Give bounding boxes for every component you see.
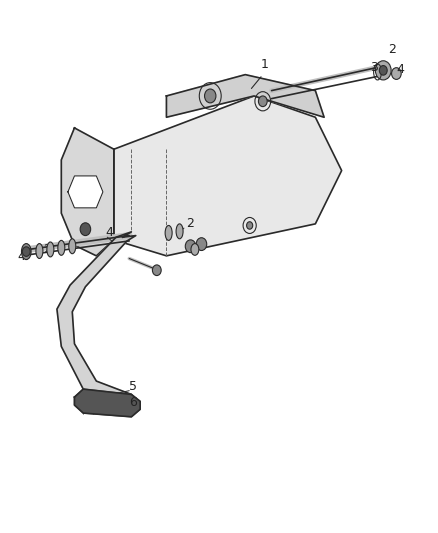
Circle shape xyxy=(80,223,91,236)
Circle shape xyxy=(196,238,207,251)
Text: 1: 1 xyxy=(261,58,268,71)
Ellipse shape xyxy=(191,244,199,255)
Text: 3: 3 xyxy=(370,61,378,74)
Text: 6: 6 xyxy=(129,396,137,409)
Circle shape xyxy=(258,96,267,107)
Circle shape xyxy=(205,89,216,103)
Polygon shape xyxy=(61,128,114,256)
Polygon shape xyxy=(166,75,324,117)
Circle shape xyxy=(247,222,253,229)
Text: 2: 2 xyxy=(186,216,194,230)
Text: 2: 2 xyxy=(43,243,51,256)
Ellipse shape xyxy=(21,244,31,260)
Polygon shape xyxy=(57,232,136,405)
Polygon shape xyxy=(68,176,103,208)
Ellipse shape xyxy=(165,225,172,240)
Text: 2: 2 xyxy=(388,43,396,56)
Text: 4: 4 xyxy=(105,225,113,239)
Ellipse shape xyxy=(47,242,54,257)
Circle shape xyxy=(22,247,30,256)
Text: 4: 4 xyxy=(396,63,404,76)
Text: 4: 4 xyxy=(18,249,25,263)
Polygon shape xyxy=(74,389,140,417)
Ellipse shape xyxy=(58,240,65,255)
Polygon shape xyxy=(114,96,342,256)
Circle shape xyxy=(379,66,387,75)
Ellipse shape xyxy=(392,68,401,79)
Circle shape xyxy=(185,240,196,253)
Text: 5: 5 xyxy=(129,380,137,393)
Ellipse shape xyxy=(176,224,183,239)
Ellipse shape xyxy=(69,239,76,254)
Circle shape xyxy=(375,61,391,80)
Circle shape xyxy=(152,265,161,276)
Ellipse shape xyxy=(36,244,43,259)
